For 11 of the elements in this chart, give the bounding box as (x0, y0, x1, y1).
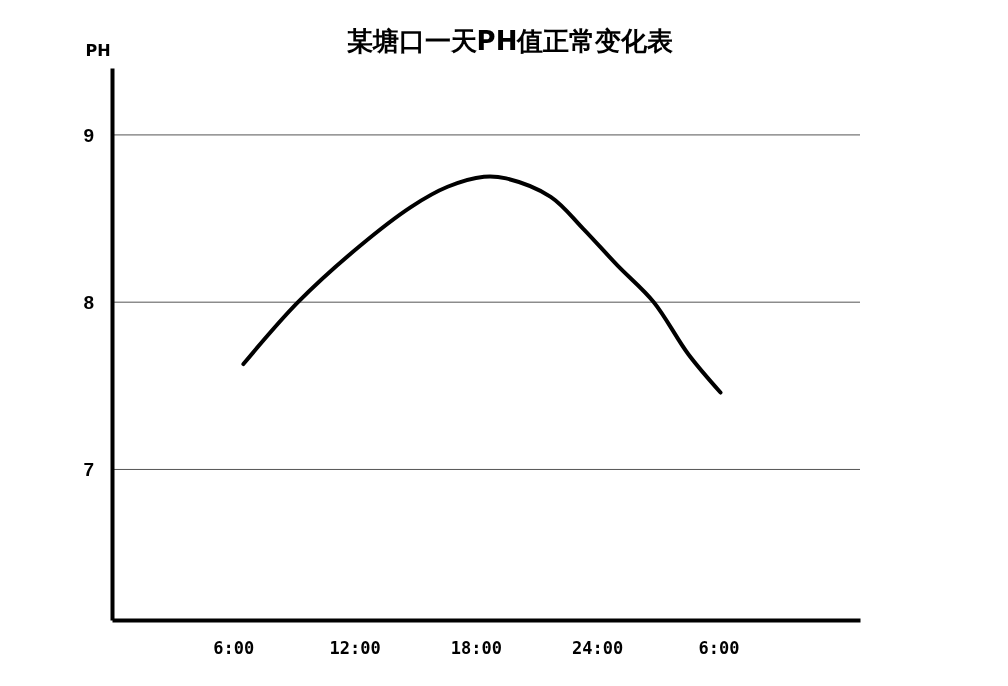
y-tick-label: 8 (83, 291, 94, 313)
x-tick-label: 24:00 (572, 638, 624, 659)
y-axis-title: PH (85, 41, 111, 60)
y-tick-label: 9 (83, 124, 94, 146)
y-tick-label: 7 (83, 459, 94, 481)
x-tick-label: 6:00 (213, 638, 255, 659)
line-series (241, 174, 723, 395)
chart-title: 某塘口一天PH值正常变化表 (346, 26, 674, 56)
x-tick-label: 12:00 (329, 638, 381, 659)
x-tick-label: 6:00 (698, 638, 740, 659)
x-tick-label: 18:00 (450, 638, 502, 659)
